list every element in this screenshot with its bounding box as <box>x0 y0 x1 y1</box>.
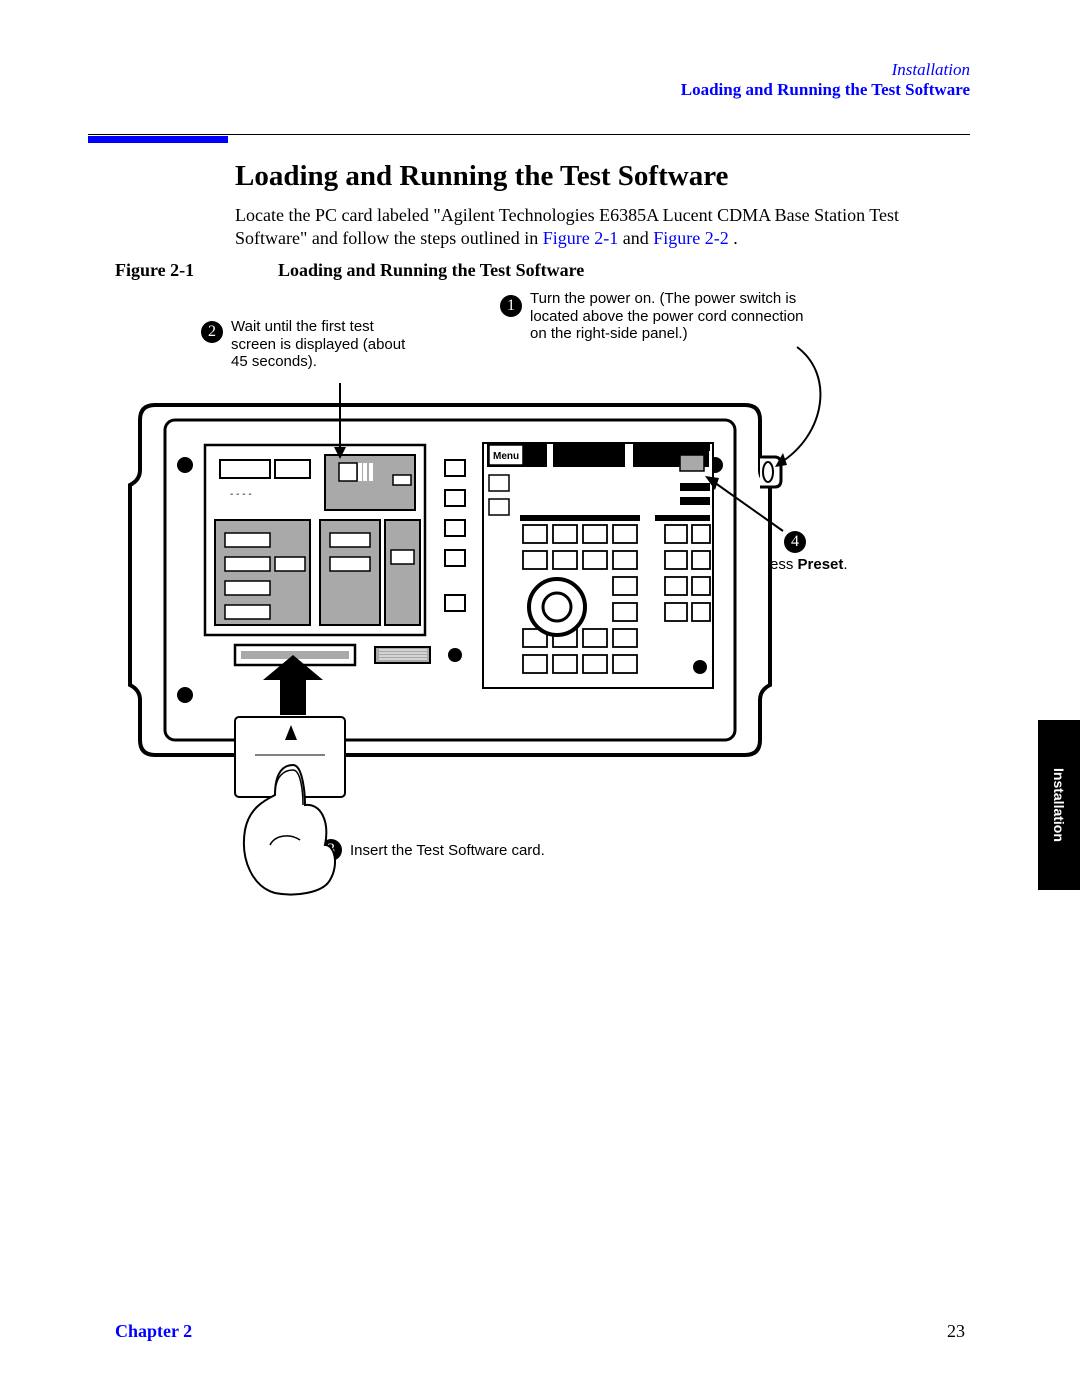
step-1-number: 1 <box>500 295 522 317</box>
header-rule-accent <box>88 136 228 143</box>
header-subsection: Loading and Running the Test Software <box>681 80 970 100</box>
header-rule <box>88 134 970 135</box>
figure-caption: Loading and Running the Test Software <box>278 260 584 281</box>
footer-chapter: Chapter 2 <box>115 1321 192 1342</box>
side-tab-installation: Installation <box>1038 720 1080 890</box>
para-mid: and <box>623 228 654 248</box>
intro-paragraph: Locate the PC card labeled "Agilent Tech… <box>235 204 960 249</box>
svg-text:- - - -: - - - - <box>230 489 252 500</box>
footer-page-number: 23 <box>947 1321 965 1342</box>
menu-key-label: Menu <box>493 451 519 462</box>
link-figure-2-2[interactable]: Figure 2-2 <box>653 228 729 248</box>
figure-label: Figure 2-1 <box>115 260 194 281</box>
device-front-panel-illustration: - - - - Menu <box>125 325 865 897</box>
page-title: Loading and Running the Test Software <box>235 160 728 193</box>
para-post: . <box>733 228 738 248</box>
link-figure-2-1[interactable]: Figure 2-1 <box>543 228 619 248</box>
header-section: Installation <box>681 60 970 80</box>
